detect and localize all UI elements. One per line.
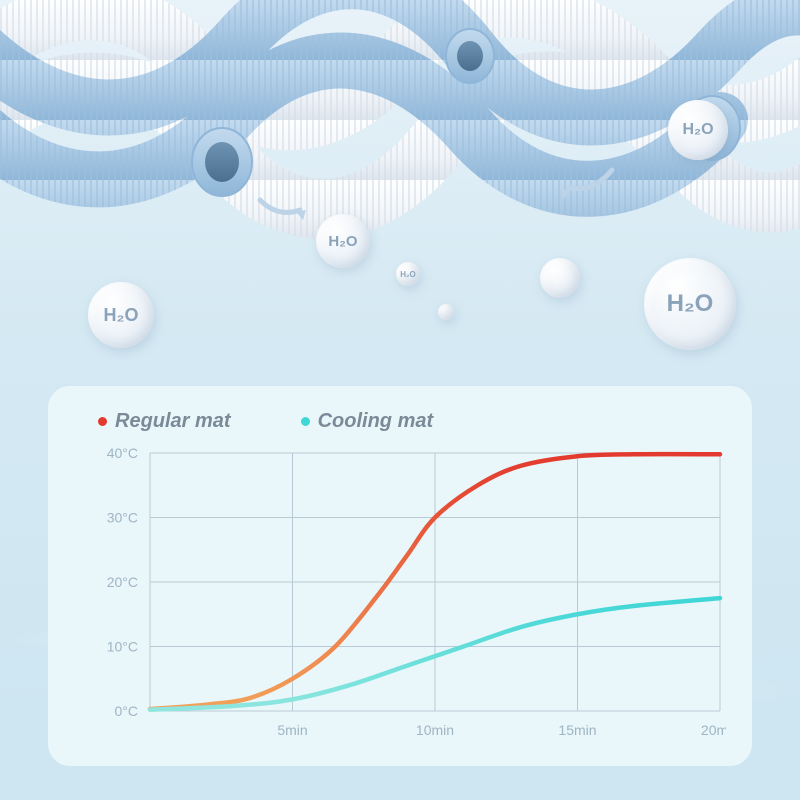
svg-text:5min: 5min xyxy=(277,722,307,738)
h2o-bubble xyxy=(540,258,580,298)
svg-text:0°C: 0°C xyxy=(115,703,139,719)
svg-text:20min: 20min xyxy=(701,722,726,738)
svg-text:15min: 15min xyxy=(558,722,596,738)
legend-dot-regular xyxy=(98,417,107,426)
h2o-bubble: H₂O xyxy=(396,262,420,286)
legend-item-cooling: Cooling mat xyxy=(301,410,434,433)
svg-text:30°C: 30°C xyxy=(107,510,138,526)
h2o-bubble: H₂O xyxy=(644,258,736,350)
svg-text:10min: 10min xyxy=(416,722,454,738)
svg-text:10°C: 10°C xyxy=(107,639,138,655)
chart-plot: 0°C 10°C 20°C 30°C 40°C 5min 10min 15min 20min xyxy=(74,443,726,753)
h2o-bubble xyxy=(438,304,454,320)
legend-label-regular: Regular mat xyxy=(115,410,231,433)
legend-item-regular: Regular mat xyxy=(98,410,231,433)
h2o-bubble: H₂O xyxy=(88,282,154,348)
h2o-bubble: H₂O xyxy=(316,214,370,268)
svg-text:40°C: 40°C xyxy=(107,445,138,461)
legend-dot-cooling xyxy=(301,417,310,426)
chart-card: Regular mat Cooling mat 0°C 10°C 20°C 30°C 4… xyxy=(48,386,752,766)
svg-text:20°C: 20°C xyxy=(107,574,138,590)
chart-legend: Regular mat Cooling mat xyxy=(74,408,726,433)
h2o-bubble: H₂O xyxy=(668,100,728,160)
legend-label-cooling: Cooling mat xyxy=(318,410,434,433)
chart-svg: 0°C 10°C 20°C 30°C 40°C 5min 10min 15min 20min xyxy=(74,443,726,753)
